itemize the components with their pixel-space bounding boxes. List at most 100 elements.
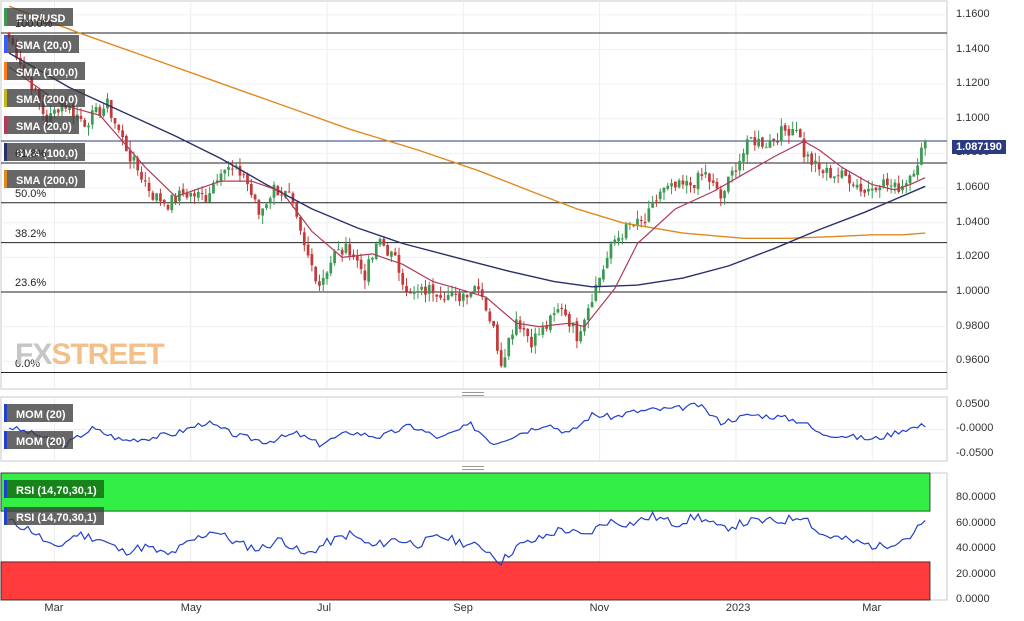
candle-body [125, 135, 128, 152]
candle-body [408, 292, 412, 294]
candle-body [844, 170, 848, 176]
candle-body [526, 328, 530, 337]
y-tick-label-main: 1.1000 [956, 111, 990, 124]
candle-body [257, 199, 261, 215]
candle-body [658, 191, 662, 200]
candle-body [238, 165, 242, 176]
candle-body [708, 173, 711, 182]
candle-body [662, 187, 666, 193]
candle-body [749, 137, 753, 139]
candle-body [242, 174, 246, 176]
candle-body [514, 319, 518, 335]
candle-body [446, 294, 450, 300]
candle-body [162, 199, 166, 204]
candle-body [530, 336, 533, 348]
candle-body [575, 321, 579, 342]
candle-body [132, 156, 136, 161]
candle-body [113, 118, 117, 124]
rsi-overbought-zone [0, 472, 931, 512]
candle-body [666, 185, 670, 189]
candle-body [151, 192, 155, 200]
candle-body [537, 334, 541, 336]
y-tick-label-main: 1.0000 [956, 285, 990, 297]
candle-body [106, 98, 109, 109]
candle-body [302, 232, 306, 246]
candle-body [518, 320, 522, 330]
candle-body [344, 243, 348, 253]
candle-body [253, 194, 257, 200]
candle-body [863, 189, 867, 193]
candle-body [643, 221, 647, 224]
candle-body [511, 334, 514, 340]
candle-body [723, 191, 726, 199]
candle-body [639, 219, 643, 222]
legend-momentum: MOM (20) [4, 404, 73, 422]
candle-body [647, 208, 651, 222]
candle-body [761, 137, 764, 147]
candle-body [885, 178, 889, 186]
x-tick-label: Jul [317, 602, 332, 614]
candle-body [117, 124, 121, 131]
y-tick-label-rsi: 0.0000 [956, 593, 990, 605]
candle-body [745, 139, 749, 155]
candle-body [424, 286, 427, 295]
candle-body [893, 182, 897, 187]
candle-body [477, 286, 480, 290]
candle-body [499, 350, 503, 366]
legend-sma-100-0-: SMA (100,0) [4, 143, 85, 161]
candle-body [867, 188, 870, 192]
candle-body [265, 204, 268, 208]
candle-body [136, 158, 140, 171]
candle-body [802, 138, 806, 158]
sma20-line [8, 66, 926, 328]
candle-body [249, 183, 253, 195]
candle-body [912, 173, 916, 177]
candle-body [310, 254, 314, 266]
candle-body [56, 109, 60, 113]
candle-body [359, 259, 363, 269]
candle-body [730, 170, 734, 176]
candle-body [196, 191, 200, 198]
candle-body [791, 128, 795, 136]
candle-body [920, 147, 923, 165]
fib-label: 23.6% [15, 277, 47, 289]
candle-body [923, 140, 927, 149]
candle-body [318, 281, 321, 286]
y-tick-label-rsi: 20.0000 [956, 567, 996, 580]
candle-body [916, 165, 920, 175]
y-tick-label-main: 0.9600 [956, 354, 990, 367]
candle-body [617, 237, 620, 242]
legend-sma-100-0-: SMA (100,0) [4, 62, 85, 80]
candle-body [166, 205, 170, 210]
pane-resize-handle-2[interactable] [462, 465, 484, 471]
candle-body [738, 160, 742, 171]
pane-resize-handle-1[interactable] [462, 391, 484, 397]
candle-body [897, 183, 901, 192]
candle-body [689, 182, 692, 186]
candle-body [90, 110, 94, 125]
candle-body [185, 192, 189, 198]
candle-body [602, 269, 605, 280]
candle-body [397, 254, 401, 273]
candle-body [439, 295, 442, 298]
candle-body [814, 160, 817, 164]
rsi-oversold-zone [0, 561, 931, 601]
fib-label: 100.0% [15, 18, 53, 31]
candle-body [272, 184, 276, 198]
candle-body [583, 319, 586, 332]
candle-body [726, 176, 730, 192]
candle-body [181, 189, 185, 194]
candle-body [673, 181, 677, 188]
candle-body [208, 193, 212, 202]
legend-rsi: RSI (14,70,30,1) [4, 480, 104, 498]
candle-body [579, 331, 583, 342]
legend-momentum: MOM (20) [4, 431, 73, 449]
candle-body [355, 256, 359, 261]
sma200-line [8, 5, 926, 240]
current-price-tag: 1.087190 [952, 140, 1006, 154]
fib-label: 38.2% [15, 227, 47, 240]
candle-body [692, 185, 696, 188]
candle-body [817, 162, 821, 170]
candle-body [204, 195, 208, 202]
